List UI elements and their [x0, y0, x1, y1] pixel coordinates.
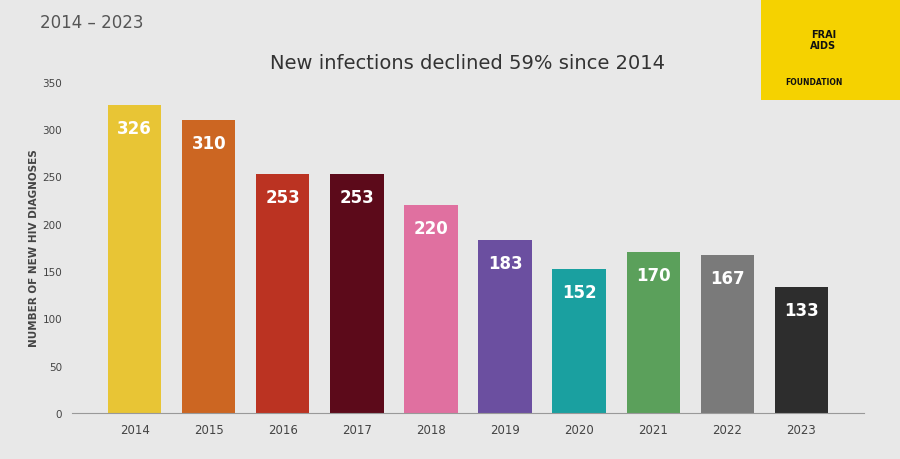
Bar: [553, 269, 606, 413]
Bar: [182, 120, 236, 413]
Text: 2014 – 2023: 2014 – 2023: [40, 14, 144, 32]
Bar: [404, 205, 457, 413]
Bar: [108, 105, 161, 413]
Text: 167: 167: [710, 269, 744, 287]
Text: FRAI
AIDS: FRAI AIDS: [810, 30, 836, 51]
Text: 253: 253: [339, 188, 374, 207]
Text: 326: 326: [117, 119, 152, 137]
Title: New infections declined 59% since 2014: New infections declined 59% since 2014: [271, 54, 665, 73]
Bar: [330, 174, 383, 413]
Text: 133: 133: [784, 302, 819, 319]
Text: 183: 183: [488, 254, 522, 273]
Text: 170: 170: [636, 267, 670, 285]
Text: FOUNDATION: FOUNDATION: [785, 78, 842, 87]
Bar: [775, 287, 828, 413]
Bar: [700, 255, 754, 413]
Bar: [626, 252, 680, 413]
Y-axis label: NUMBER OF NEW HIV DIAGNOSES: NUMBER OF NEW HIV DIAGNOSES: [29, 149, 40, 347]
Text: 253: 253: [266, 188, 301, 207]
Bar: [479, 241, 532, 413]
Text: 152: 152: [562, 284, 597, 302]
Bar: [256, 174, 310, 413]
Text: 310: 310: [192, 134, 226, 152]
Text: 220: 220: [414, 219, 448, 237]
